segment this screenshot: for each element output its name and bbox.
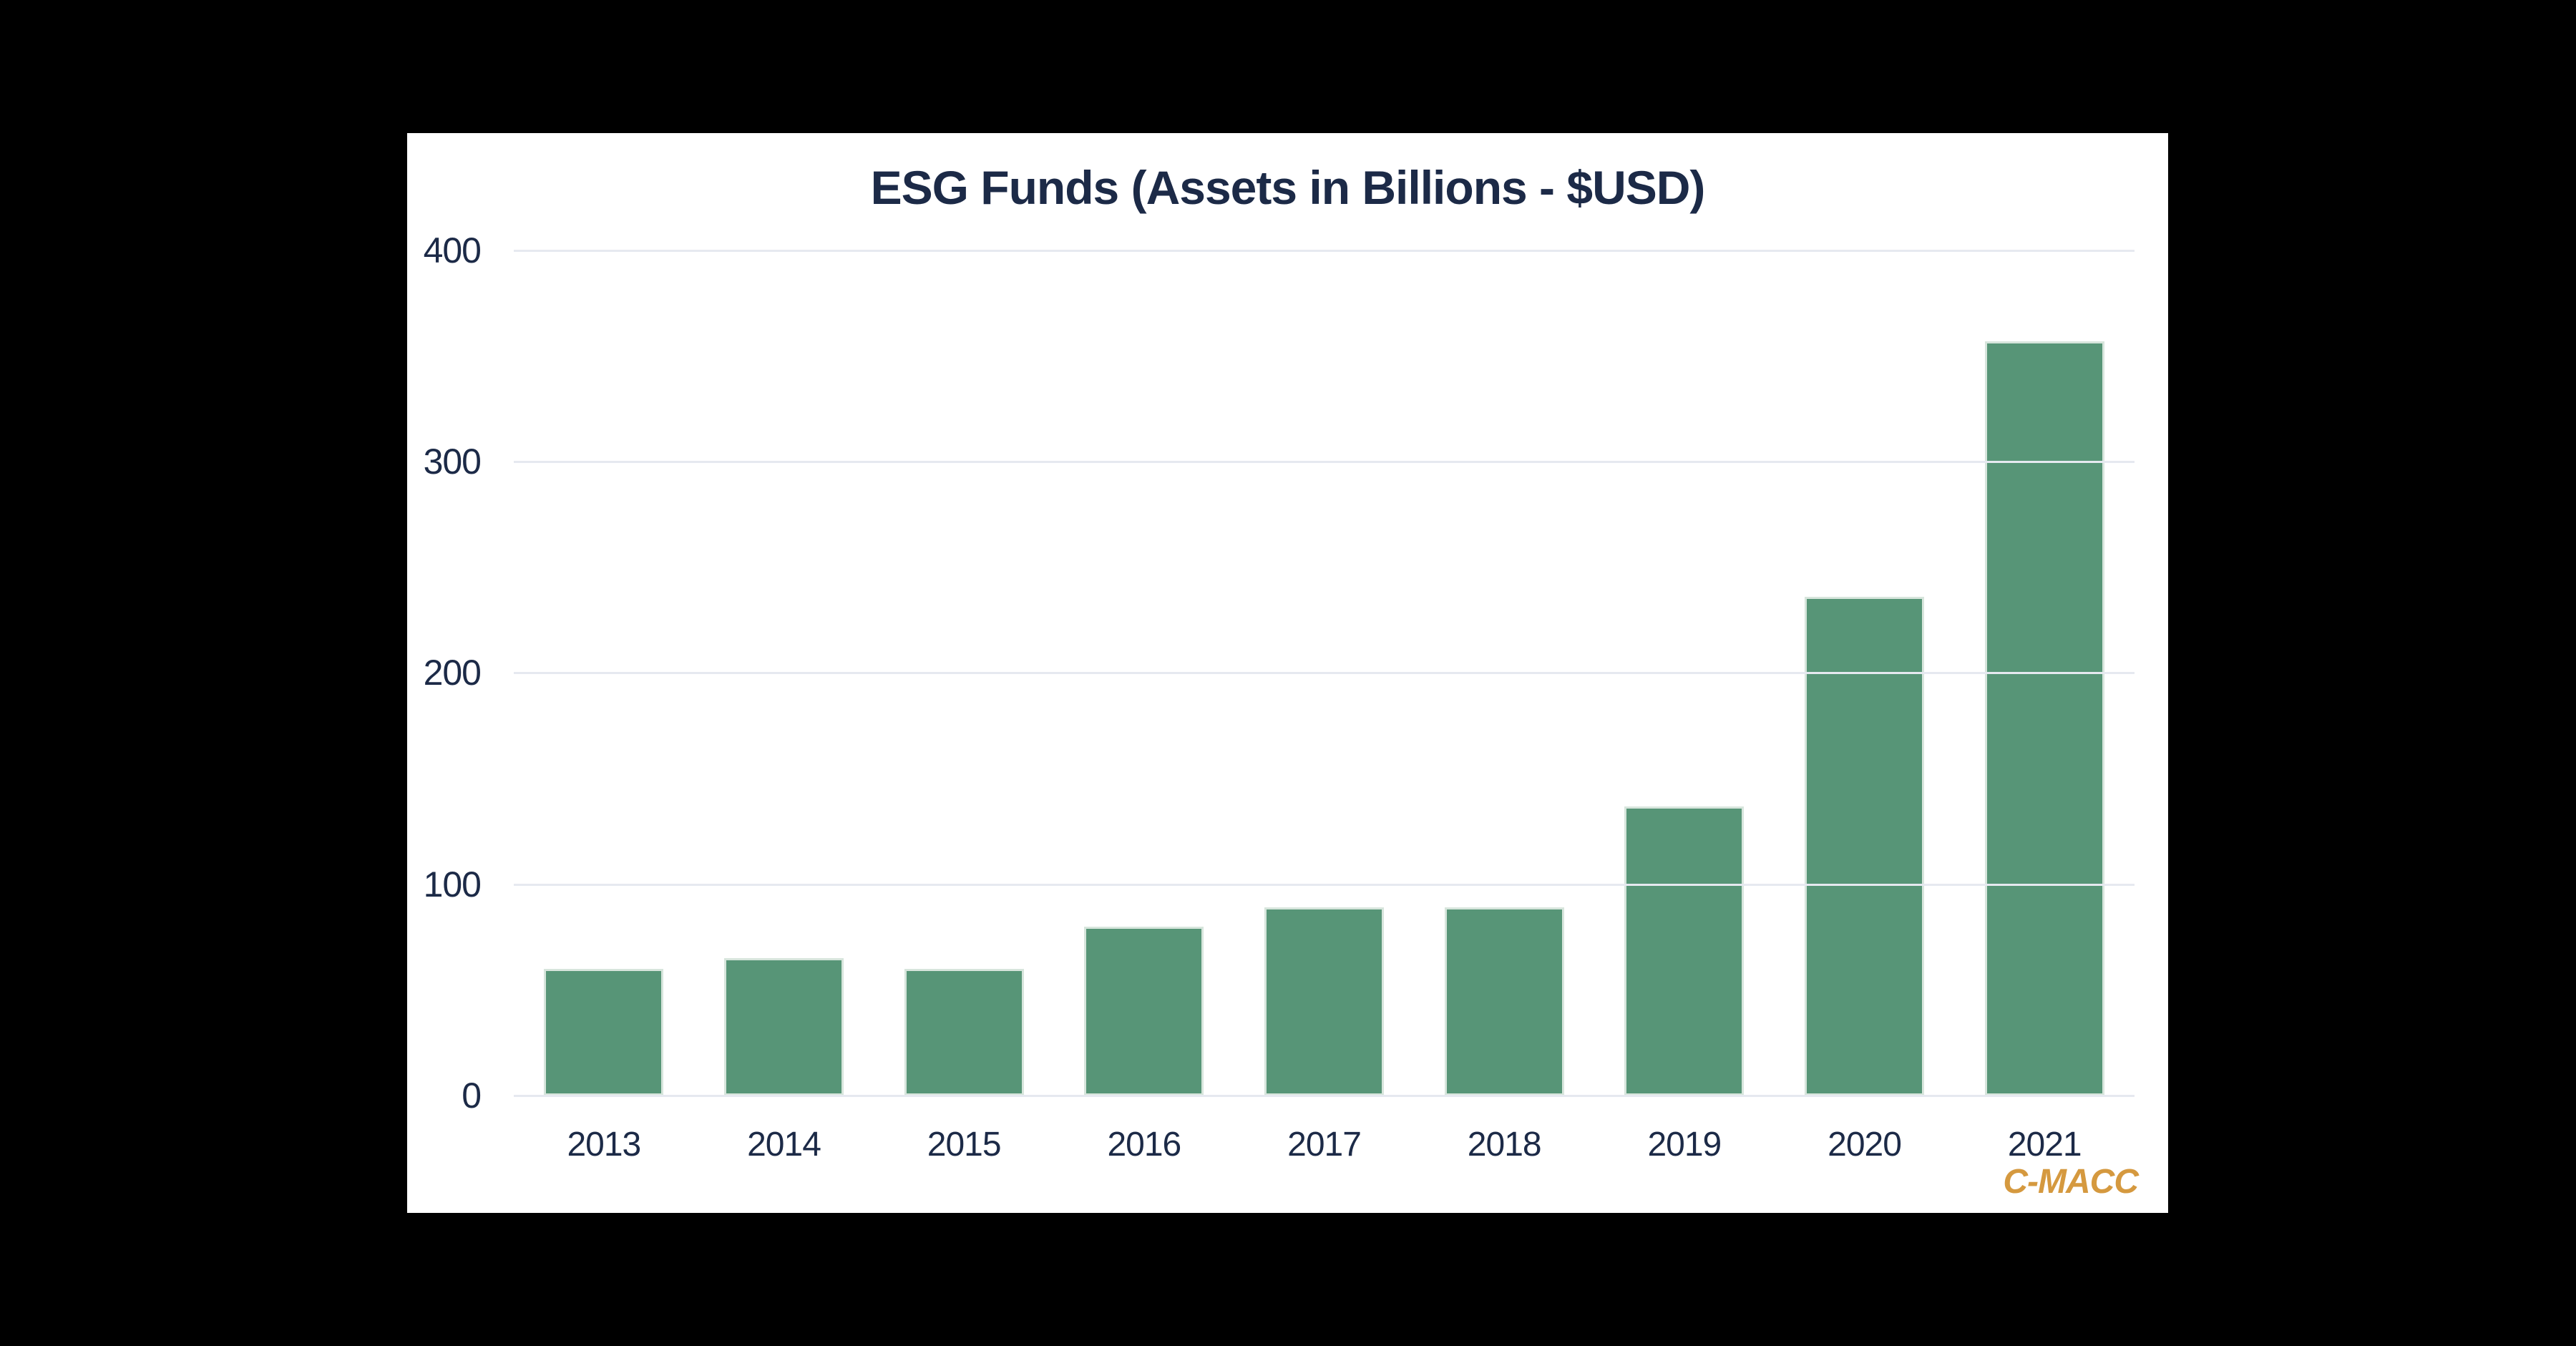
x-tick-label-2016: 2016 — [1107, 1126, 1181, 1164]
x-tick-label-2013: 2013 — [567, 1126, 641, 1164]
bar-2016 — [1084, 927, 1204, 1096]
bar-cell-2018 — [1414, 250, 1594, 1096]
bar-2021 — [1984, 341, 2104, 1096]
bar-2014 — [724, 958, 844, 1096]
bar-2019 — [1624, 806, 1745, 1096]
gridline-300 — [514, 461, 2135, 463]
y-tick-label-100: 100 — [423, 864, 482, 904]
x-tick-label-2017: 2017 — [1287, 1126, 1362, 1164]
bar-2018 — [1444, 907, 1564, 1096]
plot-area: 0 100 200 300 400 — [424, 230, 2135, 1116]
y-tick-label-0: 0 — [462, 1076, 482, 1116]
gridline-100 — [514, 884, 2135, 886]
x-tick-label-2018: 2018 — [1467, 1126, 1542, 1164]
bar-2017 — [1264, 907, 1385, 1096]
bar-cell-2014 — [694, 250, 874, 1096]
gridline-200 — [514, 672, 2135, 674]
chart-panel: ESG Funds (Assets in Billions - $USD) 0 1… — [407, 133, 2168, 1213]
x-axis-labels: 2013 2014 2015 2016 2017 2018 2019 2020 2021 — [514, 1122, 2135, 1168]
gridline-400 — [514, 250, 2135, 252]
bar-cell-2016 — [1054, 250, 1234, 1096]
x-tick-label-2019: 2019 — [1647, 1126, 1722, 1164]
x-tick-label-2021: 2021 — [2007, 1126, 2082, 1164]
cmacc-logo: C-MACC — [2003, 1163, 2139, 1201]
bar-2015 — [904, 969, 1024, 1096]
x-tick-label-2014: 2014 — [747, 1126, 821, 1164]
bar-cell-2013 — [514, 250, 694, 1096]
y-tick-label-400: 400 — [423, 230, 482, 270]
bar-2013 — [544, 969, 664, 1096]
x-tick-label-2020: 2020 — [1828, 1126, 1902, 1164]
bar-cell-2021 — [1954, 250, 2135, 1096]
chart-title: ESG Funds (Assets in Billions - $USD) — [870, 161, 1706, 214]
gridline-0 — [514, 1095, 2135, 1097]
bar-2020 — [1805, 597, 1925, 1096]
bar-cell-2017 — [1234, 250, 1415, 1096]
bar-cell-2020 — [1775, 250, 1955, 1096]
x-tick-label-2015: 2015 — [927, 1126, 1002, 1164]
bar-cell-2019 — [1594, 250, 1775, 1096]
y-tick-label-200: 200 — [423, 653, 482, 693]
y-tick-label-300: 300 — [423, 442, 482, 482]
bar-cell-2015 — [874, 250, 1054, 1096]
bars-row — [514, 250, 2135, 1096]
